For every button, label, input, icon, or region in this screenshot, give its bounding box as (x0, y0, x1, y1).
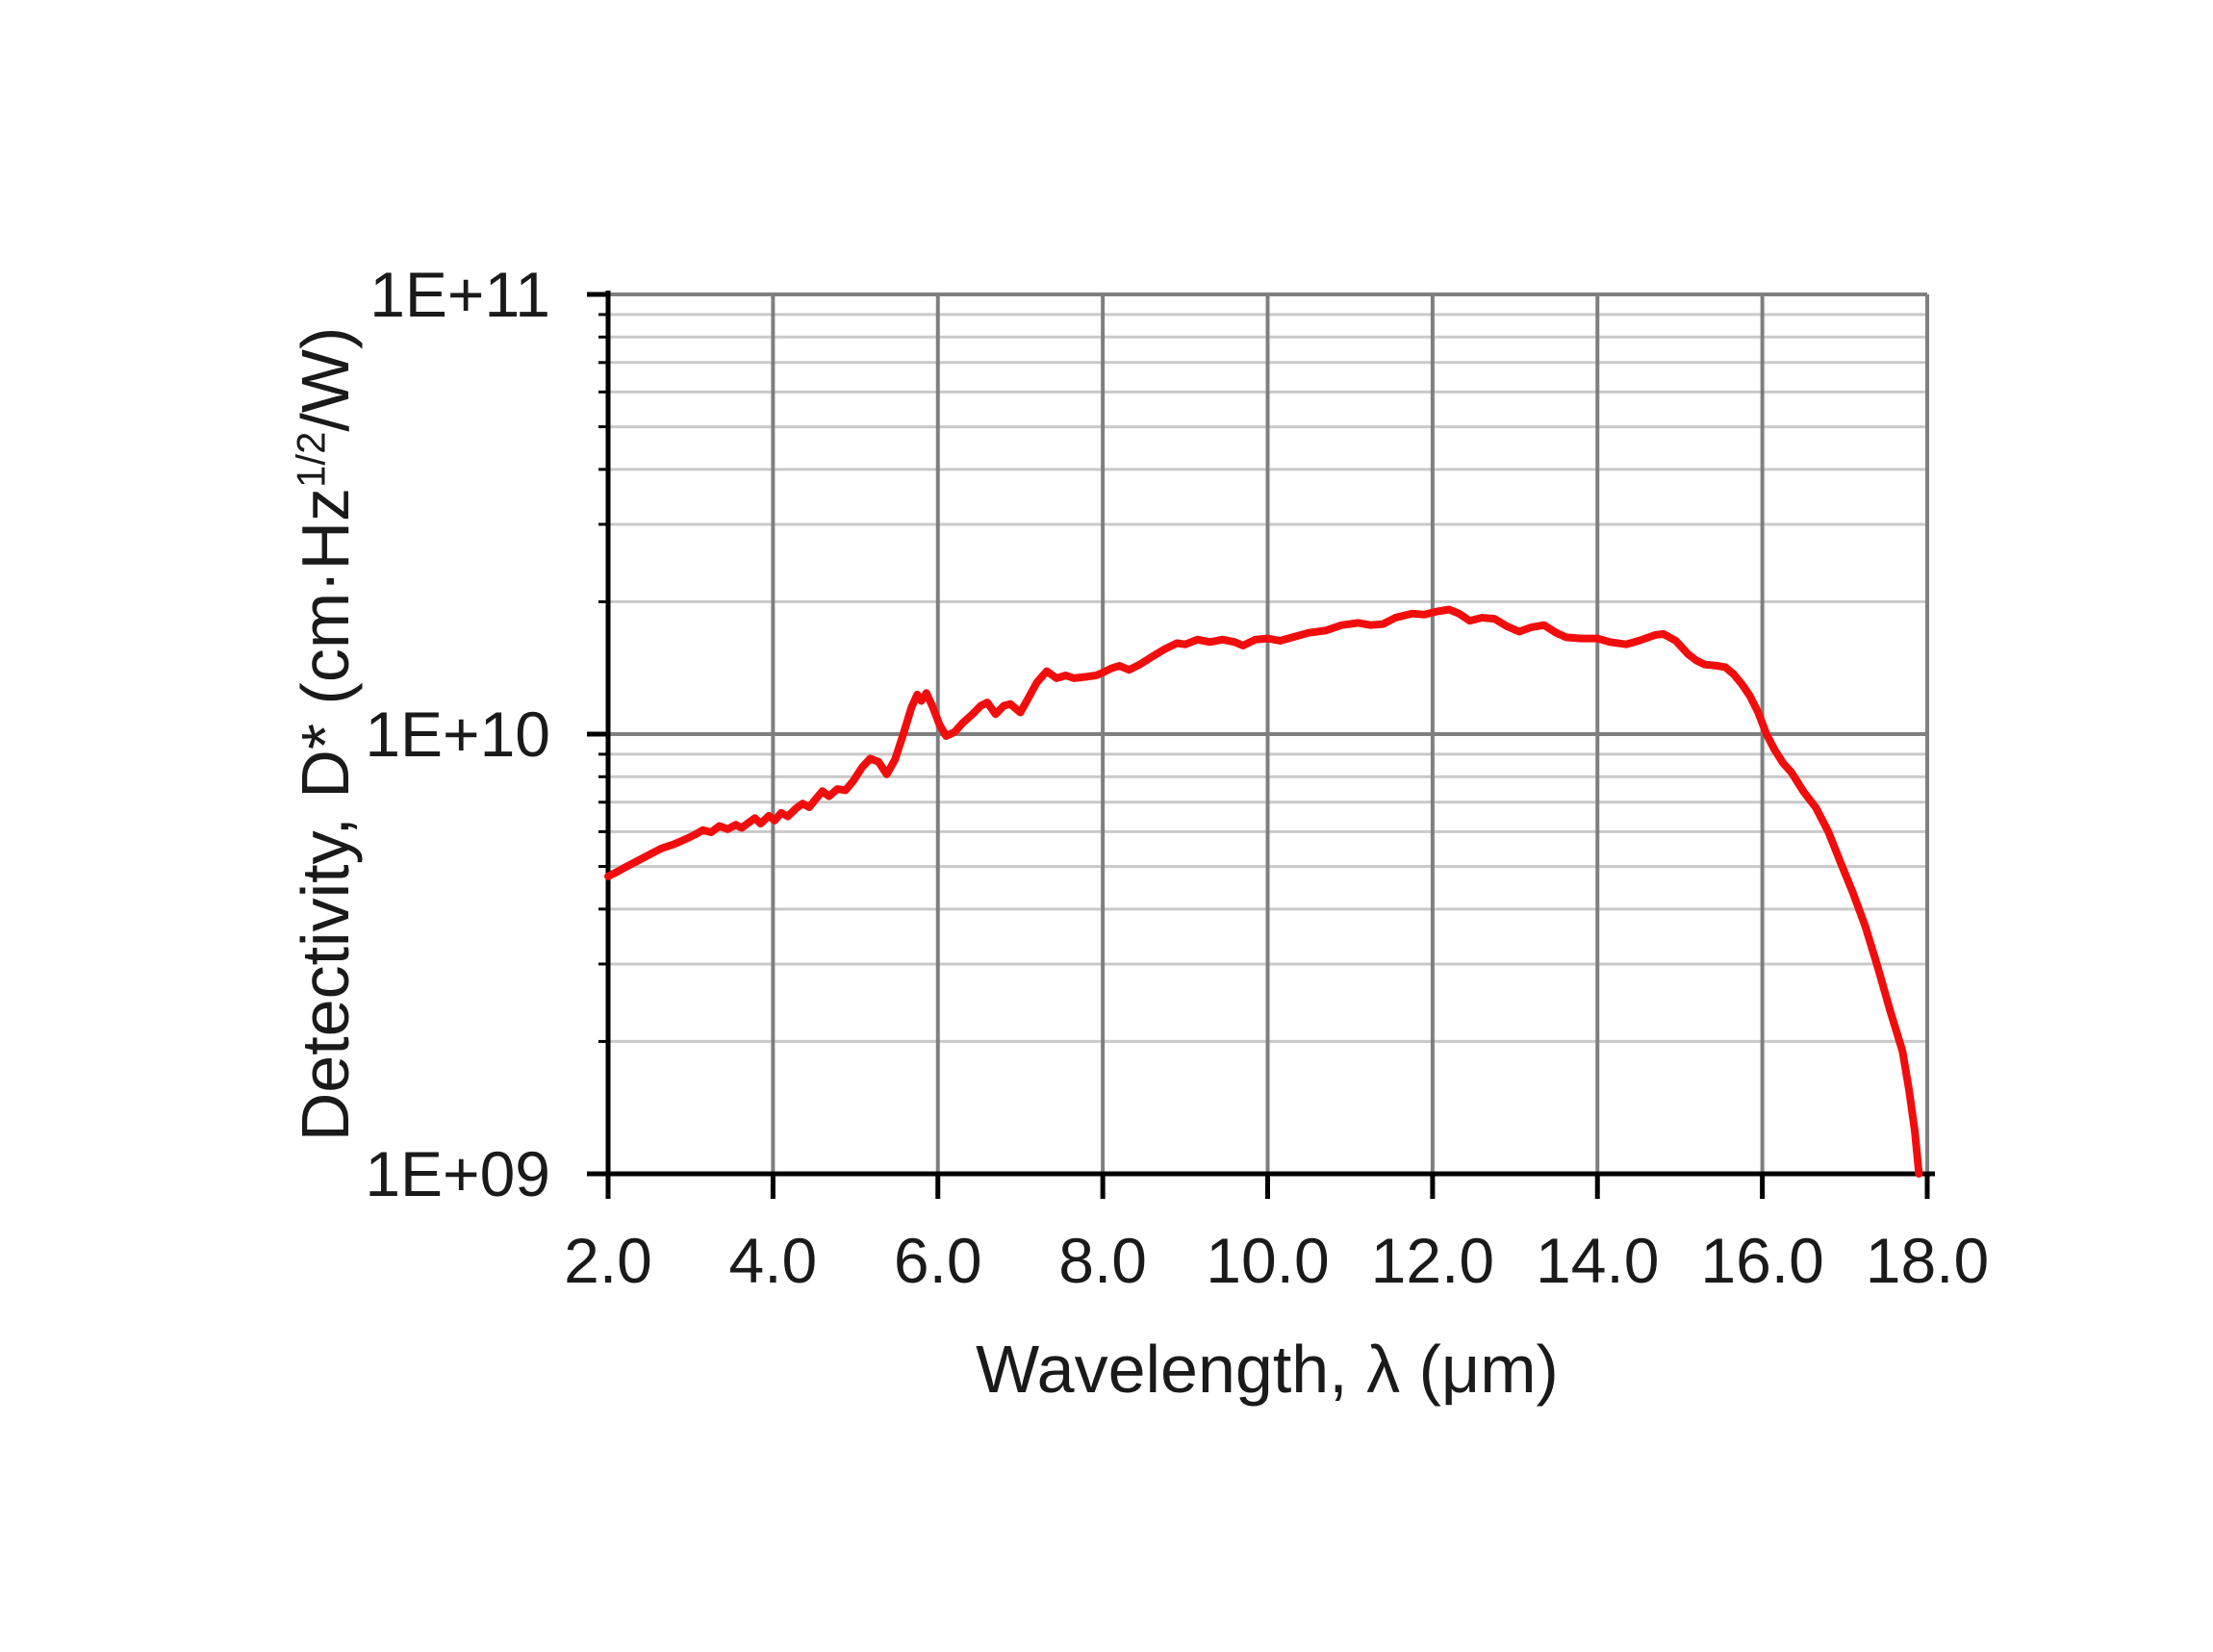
x-tick-label: 10.0 (1206, 1225, 1329, 1296)
x-tick-label: 16.0 (1700, 1225, 1823, 1296)
x-tick-label: 4.0 (729, 1225, 818, 1296)
x-tick-label: 14.0 (1536, 1225, 1659, 1296)
y-axis-title-suffix: /W) (288, 326, 363, 432)
x-tick-label: 12.0 (1371, 1225, 1494, 1296)
y-tick-label: 1E+09 (365, 1138, 550, 1209)
y-tick-label: 1E+11 (369, 259, 550, 330)
x-tick-label: 6.0 (894, 1225, 982, 1296)
x-axis-title: Wavelength, λ (μm) (976, 1332, 1559, 1407)
y-axis-title: Detectivity, D* (cm·Hz1/2/W) (288, 327, 363, 1142)
x-tick-label: 18.0 (1866, 1225, 1989, 1296)
y-axis-title-superscript: 1/2 (288, 431, 334, 488)
y-tick-label: 1E+10 (365, 699, 550, 770)
x-tick-label: 2.0 (564, 1225, 652, 1296)
y-axis-title-text: Detectivity, D* (cm·Hz (288, 487, 363, 1142)
detectivity-curve (604, 605, 1923, 1178)
x-tick-label: 8.0 (1058, 1225, 1147, 1296)
